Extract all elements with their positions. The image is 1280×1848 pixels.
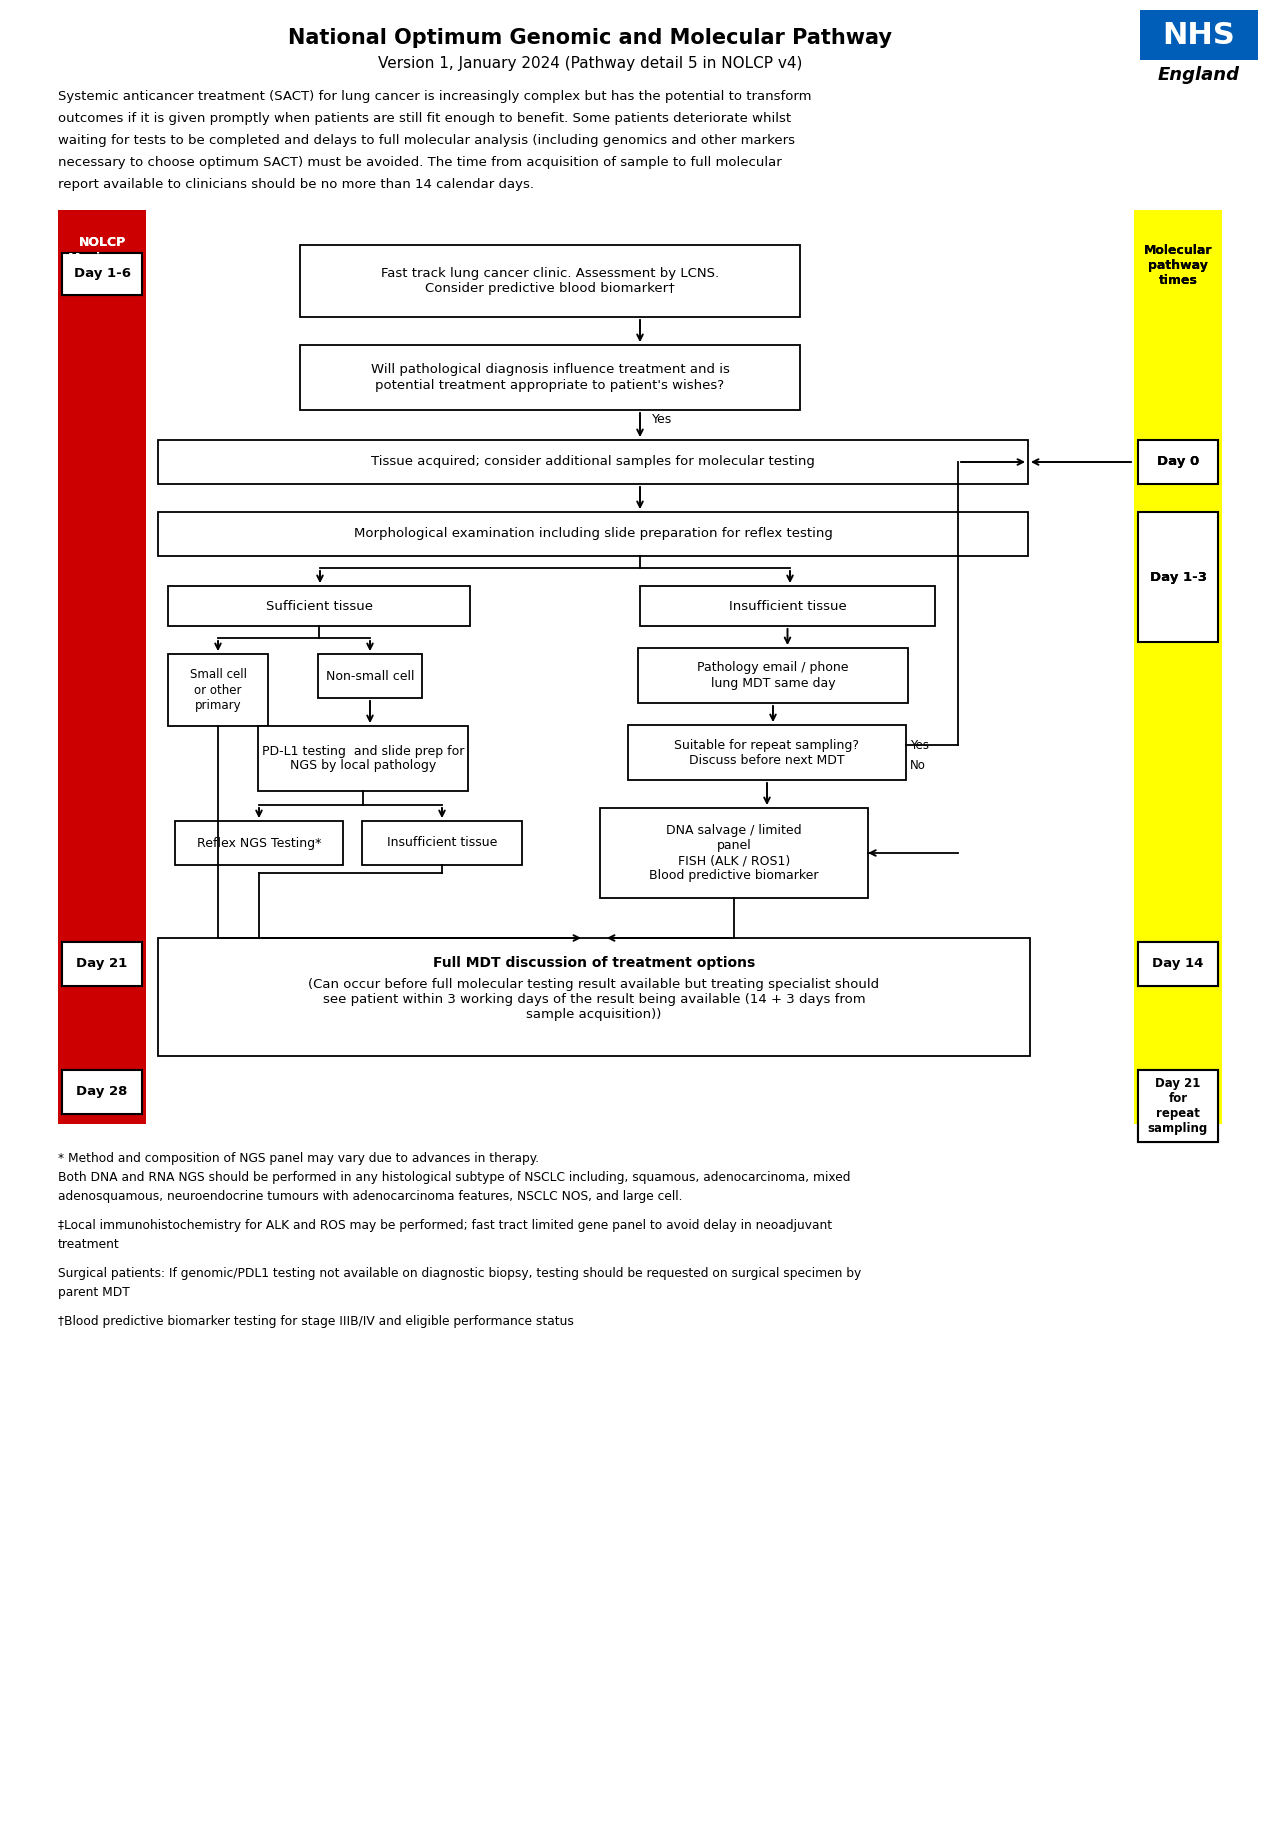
Text: necessary to choose optimum SACT) must be avoided. The time from acquisition of : necessary to choose optimum SACT) must b… (58, 155, 782, 168)
Bar (61, 942, 142, 987)
Text: Suitable for repeat sampling?
Discuss before next MDT: Suitable for repeat sampling? Discuss be… (675, 739, 859, 767)
Text: Surgical patients: If genomic/PDL1 testing not available on diagnostic biopsy, t: Surgical patients: If genomic/PDL1 testi… (58, 1268, 861, 1281)
Bar (175, 821, 343, 865)
Text: Day 21
for
repeat
sampling: Day 21 for repeat sampling (1148, 1077, 1208, 1135)
Bar (600, 808, 868, 898)
Bar (61, 1070, 142, 1114)
Text: England: England (1158, 67, 1240, 83)
Text: Pathology email / phone
lung MDT same day: Pathology email / phone lung MDT same da… (698, 662, 849, 689)
Bar (61, 942, 142, 987)
Bar (1138, 512, 1219, 641)
Bar (58, 211, 146, 1124)
Text: Sufficient tissue: Sufficient tissue (265, 599, 372, 612)
Text: adenosquamous, neuroendocrine tumours with adenocarcinoma features, NSCLC NOS, a: adenosquamous, neuroendocrine tumours wi… (58, 1190, 682, 1203)
Bar (362, 821, 522, 865)
Text: Day 14: Day 14 (1152, 957, 1203, 970)
Text: (Can occur before full molecular testing result available but treating specialis: (Can occur before full molecular testing… (308, 978, 879, 1020)
Text: DNA salvage / limited
panel
FISH (ALK / ROS1)
Blood predictive biomarker: DNA salvage / limited panel FISH (ALK / … (649, 824, 819, 881)
Bar (58, 211, 146, 1120)
Bar (628, 724, 906, 780)
Bar (300, 346, 800, 410)
Text: Day 1-6: Day 1-6 (73, 268, 131, 281)
Text: NOLCP
Maximum
Times: NOLCP Maximum Times (68, 237, 136, 279)
Bar (317, 654, 422, 699)
Bar (1134, 211, 1222, 1120)
Text: outcomes if it is given promptly when patients are still fit enough to benefit. : outcomes if it is given promptly when pa… (58, 113, 791, 126)
Text: Reflex NGS Testing*: Reflex NGS Testing* (197, 837, 321, 850)
Text: Fast track lung cancer clinic. Assessment by LCNS.
Consider predictive blood bio: Fast track lung cancer clinic. Assessmen… (381, 266, 719, 296)
Bar (1138, 1070, 1219, 1142)
Bar (1138, 942, 1219, 987)
Text: NOLCP
Maximum
Times: NOLCP Maximum Times (68, 237, 136, 279)
Text: Small cell
or other
primary: Small cell or other primary (189, 669, 247, 711)
Text: National Optimum Genomic and Molecular Pathway: National Optimum Genomic and Molecular P… (288, 28, 892, 48)
Text: Tissue acquired; consider additional samples for molecular testing: Tissue acquired; consider additional sam… (371, 455, 815, 469)
Text: Day 28: Day 28 (77, 1085, 128, 1098)
Bar (1138, 440, 1219, 484)
Text: Both DNA and RNA NGS should be performed in any histological subtype of NSCLC in: Both DNA and RNA NGS should be performed… (58, 1172, 850, 1185)
Text: No: No (910, 760, 925, 772)
Text: Day 21
for
repeat
sampling: Day 21 for repeat sampling (1148, 1077, 1208, 1135)
Text: Systemic anticancer treatment (SACT) for lung cancer is increasingly complex but: Systemic anticancer treatment (SACT) for… (58, 91, 812, 103)
Text: Day 1-3: Day 1-3 (1149, 571, 1207, 584)
Text: ‡Local immunohistochemistry for ALK and ROS may be performed; fast tract limited: ‡Local immunohistochemistry for ALK and … (58, 1220, 832, 1233)
Bar (637, 649, 908, 702)
Text: Insufficient tissue: Insufficient tissue (387, 837, 497, 850)
Text: Will pathological diagnosis influence treatment and is
potential treatment appro: Will pathological diagnosis influence tr… (371, 364, 730, 392)
Text: Full MDT discussion of treatment options: Full MDT discussion of treatment options (433, 955, 755, 970)
Text: Day 14: Day 14 (1152, 957, 1203, 970)
Bar (1134, 211, 1222, 1124)
Text: Day 0: Day 0 (1157, 455, 1199, 469)
Bar (61, 1070, 142, 1114)
Text: NHS: NHS (1162, 20, 1235, 50)
Bar (157, 440, 1028, 484)
Bar (640, 586, 934, 626)
Text: Molecular
pathway
times: Molecular pathway times (1144, 244, 1212, 286)
Text: waiting for tests to be completed and delays to full molecular analysis (includi: waiting for tests to be completed and de… (58, 135, 795, 148)
Text: parent MDT: parent MDT (58, 1286, 129, 1299)
Bar (1140, 9, 1258, 59)
Text: Day 28: Day 28 (77, 1085, 128, 1098)
Bar (157, 512, 1028, 556)
Text: treatment: treatment (58, 1238, 120, 1251)
Text: PD-L1 testing  and slide prep for
NGS by local pathology: PD-L1 testing and slide prep for NGS by … (262, 745, 465, 772)
Text: Molecular
pathway
times: Molecular pathway times (1144, 244, 1212, 286)
Text: †Blood predictive biomarker testing for stage IIIB/IV and eligible performance s: †Blood predictive biomarker testing for … (58, 1316, 573, 1329)
Bar (1138, 1070, 1219, 1142)
Text: Day 0: Day 0 (1157, 455, 1199, 469)
Bar (300, 246, 800, 318)
Text: Day 21: Day 21 (77, 957, 128, 970)
Text: Yes: Yes (910, 739, 929, 752)
Bar (168, 654, 268, 726)
Text: * Method and composition of NGS panel may vary due to advances in therapy.: * Method and composition of NGS panel ma… (58, 1151, 539, 1164)
Text: Insufficient tissue: Insufficient tissue (728, 599, 846, 612)
Bar (1138, 512, 1219, 641)
Text: Day 21: Day 21 (77, 957, 128, 970)
Bar (61, 253, 142, 296)
Bar (157, 939, 1030, 1055)
Bar (1138, 942, 1219, 987)
Text: report available to clinicians should be no more than 14 calendar days.: report available to clinicians should be… (58, 177, 534, 190)
Text: Yes: Yes (652, 412, 672, 427)
Bar (259, 726, 468, 791)
Text: Non-small cell: Non-small cell (325, 669, 415, 682)
Text: Day 1-3: Day 1-3 (1149, 571, 1207, 584)
Bar (61, 253, 142, 296)
Bar (168, 586, 470, 626)
Text: Day 1-6: Day 1-6 (73, 268, 131, 281)
Text: Version 1, January 2024 (Pathway detail 5 in NOLCP v4): Version 1, January 2024 (Pathway detail … (378, 55, 803, 70)
Text: Morphological examination including slide preparation for reflex testing: Morphological examination including slid… (353, 527, 832, 540)
Bar (1138, 440, 1219, 484)
